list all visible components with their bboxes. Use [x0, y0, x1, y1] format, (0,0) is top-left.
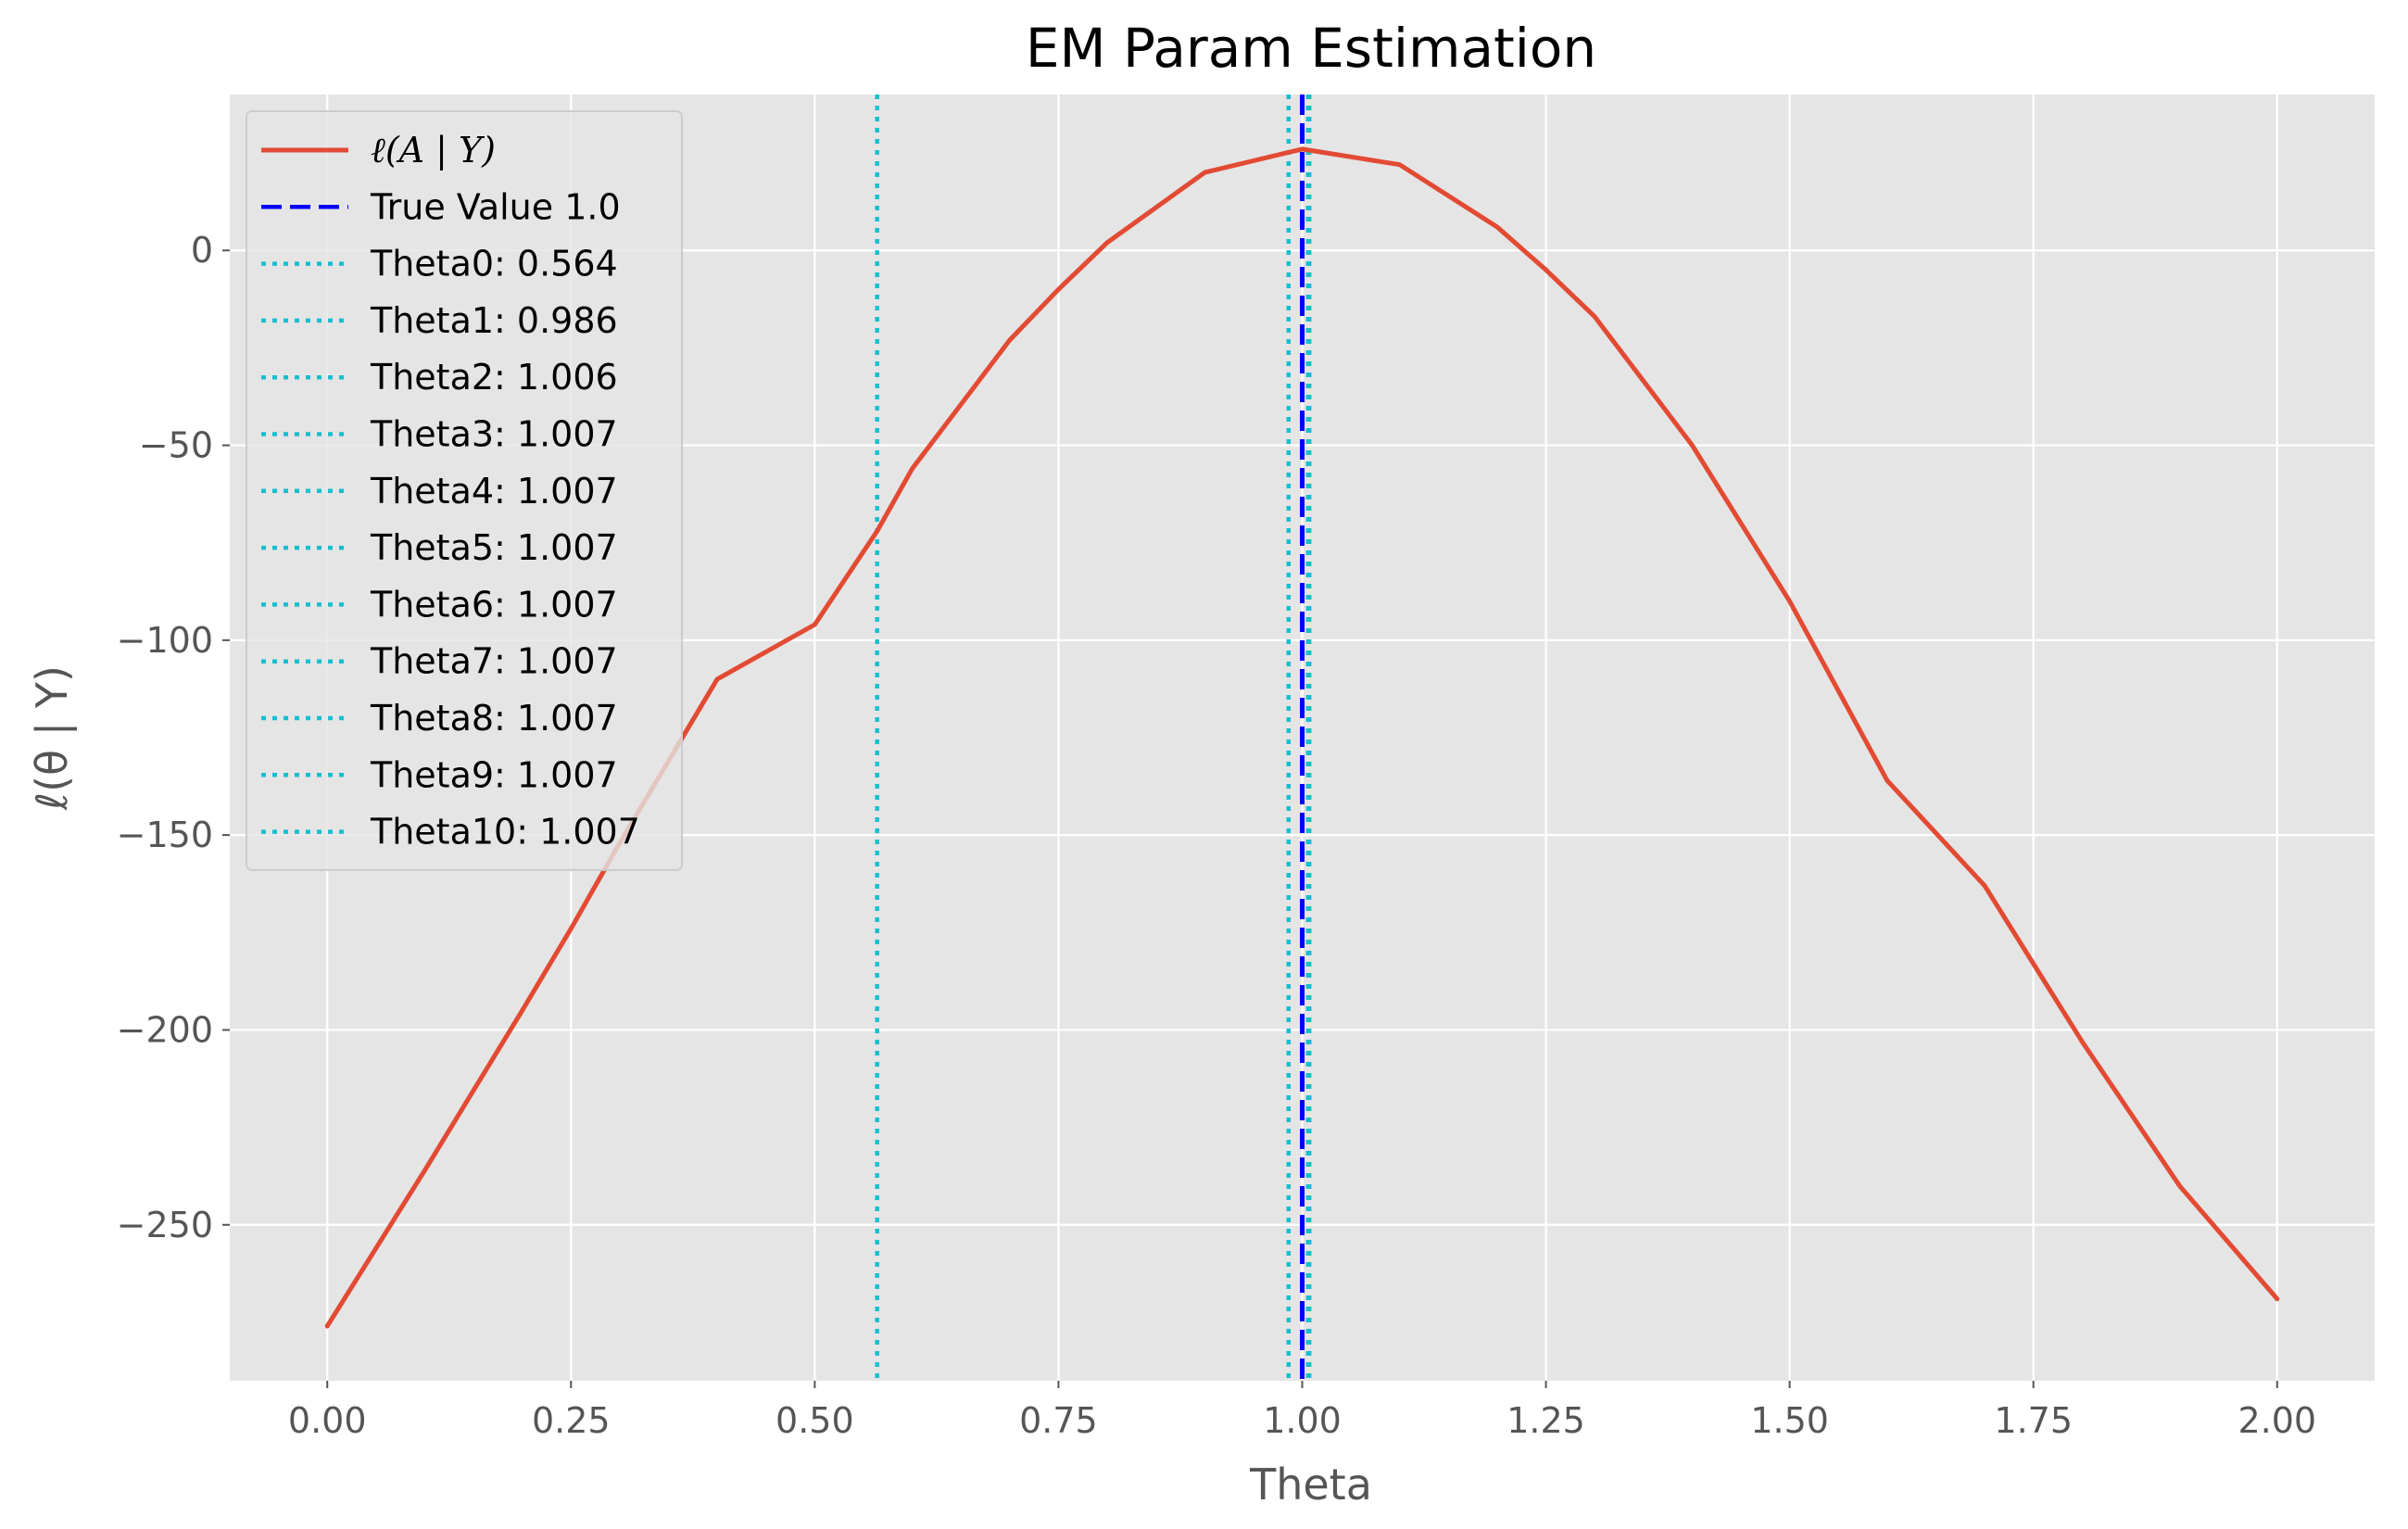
x-tick-label: 1.25 [1507, 1400, 1585, 1441]
y-tick-label: −50 [139, 425, 213, 466]
x-tick-label: 0.75 [1019, 1400, 1098, 1441]
legend-label: Theta4: 1.007 [370, 471, 618, 512]
legend-label: Theta6: 1.007 [370, 584, 618, 625]
y-tick-label: −200 [117, 1009, 213, 1050]
legend-label: Theta9: 1.007 [370, 754, 618, 795]
legend-label: Theta0: 0.564 [370, 244, 618, 284]
legend-label: True Value 1.0 [370, 186, 621, 227]
legend-box [246, 110, 683, 871]
y-tick-label: −250 [117, 1205, 213, 1245]
legend-label: Theta7: 1.007 [370, 641, 618, 682]
y-tick-label: −150 [117, 815, 213, 855]
x-tick-label: 1.50 [1750, 1400, 1829, 1441]
y-tick-label: 0 [191, 230, 213, 271]
y-axis-label: ℓ(θ | Y) [27, 665, 78, 811]
x-tick-label: 0.00 [288, 1400, 367, 1441]
legend-label: Theta1: 0.986 [370, 300, 618, 341]
x-tick-label: 1.00 [1263, 1400, 1342, 1441]
legend-label: Theta3: 1.007 [370, 414, 618, 455]
x-axis-label: Theta [1249, 1460, 1372, 1510]
legend: ℓ(A | Y) True Value 1.0 Theta0: 0.564 Theta… [246, 110, 683, 871]
legend-label: Theta10: 1.007 [370, 812, 640, 853]
x-tick-label: 1.75 [1994, 1400, 2073, 1441]
vertical-lines [875, 95, 1312, 1381]
x-tick-label: 0.50 [775, 1400, 854, 1441]
y-tick-label: −100 [117, 620, 213, 661]
x-tick-labels: 0.00 0.25 0.50 0.75 1.00 1.25 1.50 1.75 2.00 [288, 1400, 2316, 1441]
legend-label: Theta5: 1.007 [370, 527, 618, 568]
legend-label: Theta2: 1.006 [370, 357, 618, 398]
x-tick-label: 2.00 [2238, 1400, 2316, 1441]
x-tick-label: 0.25 [532, 1400, 611, 1441]
legend-label: Theta8: 1.007 [370, 698, 618, 739]
legend-label: ℓ(A | Y) [371, 130, 496, 171]
y-tick-labels: 0 −50 −100 −150 −200 −250 [117, 230, 213, 1245]
chart-title: EM Param Estimation [1026, 17, 1596, 80]
